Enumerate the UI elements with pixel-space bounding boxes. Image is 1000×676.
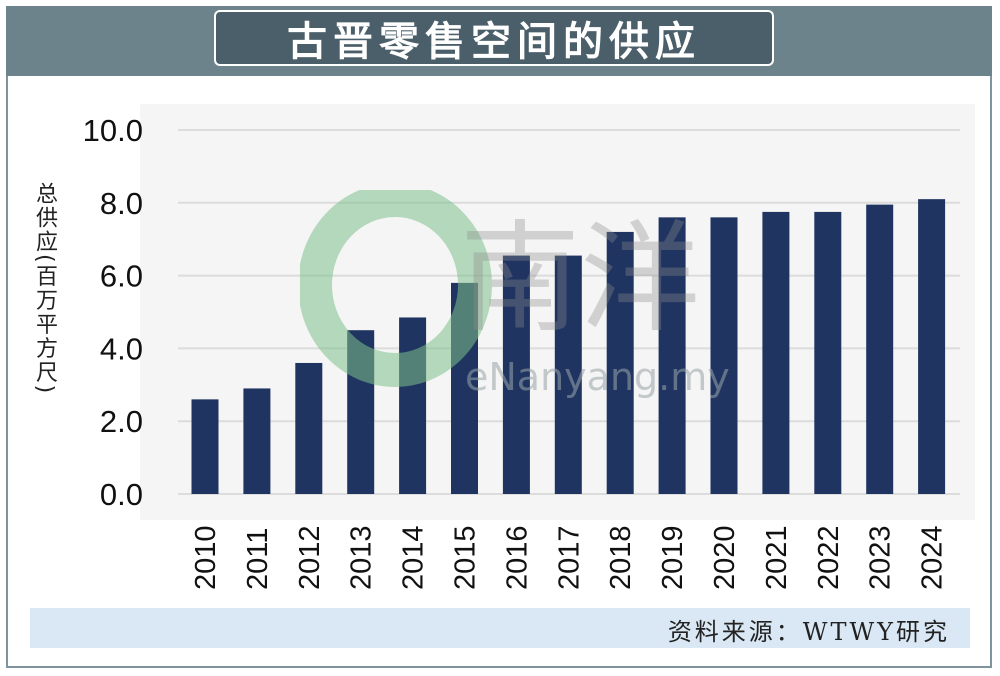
x-tick-label: 2014	[398, 525, 430, 590]
x-tick-label: 2023	[865, 525, 897, 590]
bar-2011	[243, 388, 271, 494]
x-tick-label: 2018	[605, 525, 637, 590]
x-tick-label: 2021	[761, 525, 793, 590]
bar-2012	[295, 362, 323, 494]
bar-2017	[554, 255, 582, 494]
bar-2010	[191, 399, 219, 494]
y-axis-label-text: 总供应(百万平方尺)	[32, 182, 57, 396]
chart-title: 古晋零售空间的供应	[287, 19, 701, 65]
x-tick-label: 2011	[242, 528, 274, 590]
bar-2023	[866, 204, 894, 494]
source-note: 资料来源：WTWY研究	[667, 618, 950, 646]
source-bar: 资料来源：WTWY研究	[30, 608, 970, 648]
x-tick-label: 2010	[190, 525, 222, 590]
y-tick-label: 2.0	[100, 404, 143, 439]
y-tick-label: 10.0	[83, 113, 143, 148]
x-tick-label: 2020	[709, 525, 741, 590]
bar-2020	[710, 217, 738, 495]
bar-2018	[606, 231, 634, 495]
bar-2022	[814, 211, 842, 494]
x-tick-label: 2022	[813, 525, 845, 590]
x-tick-label: 2019	[657, 525, 689, 590]
bar-2024	[918, 199, 946, 494]
bar-2019	[658, 217, 686, 495]
x-tick-label: 2017	[553, 525, 585, 590]
bar-2013	[347, 330, 375, 494]
y-tick-label: 6.0	[100, 259, 143, 294]
x-tick-label: 2013	[346, 525, 378, 590]
x-tick-label: 2024	[917, 525, 949, 590]
x-tick-label: 2015	[450, 525, 482, 590]
x-tick-label: 2016	[501, 525, 533, 590]
bar-2016	[502, 255, 530, 494]
y-axis-label: 总供应(百万平方尺)	[24, 182, 64, 395]
title-box: 古晋零售空间的供应	[214, 10, 774, 66]
bar-2015	[451, 282, 478, 494]
y-tick-label: 4.0	[100, 331, 143, 366]
bar-2021	[762, 211, 790, 494]
x-tick-label: 2012	[294, 525, 326, 590]
y-tick-label: 0.0	[100, 477, 143, 512]
bar-2014	[399, 317, 427, 494]
y-tick-label: 8.0	[100, 186, 143, 221]
